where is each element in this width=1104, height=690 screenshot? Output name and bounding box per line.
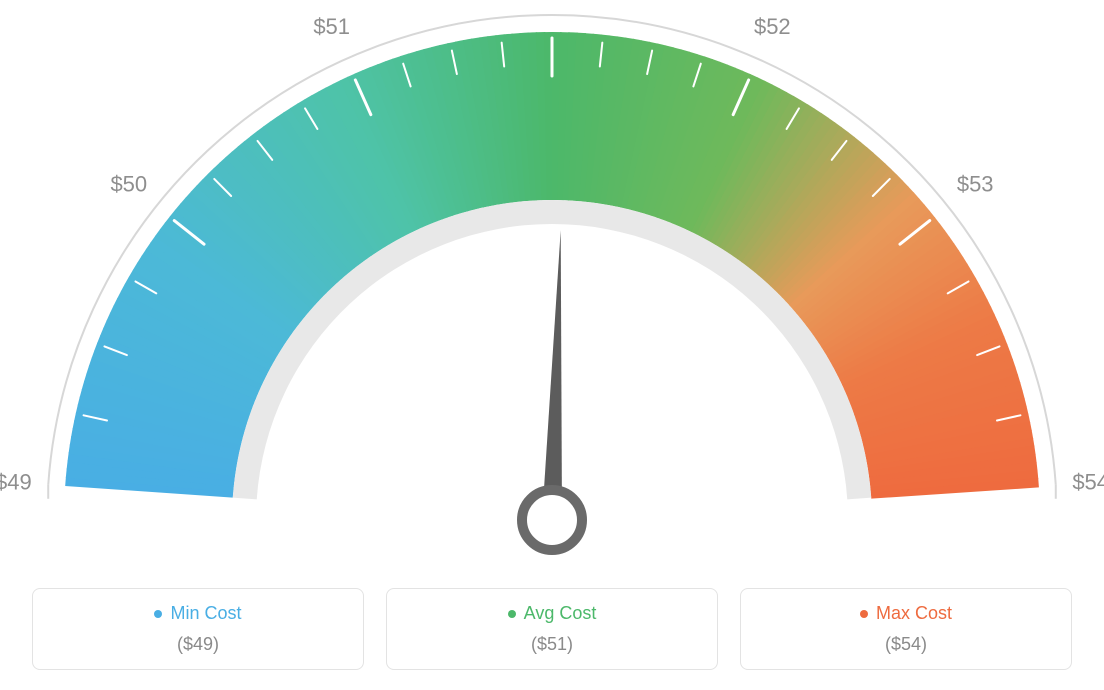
legend-label: Avg Cost <box>524 603 597 624</box>
legend-value-min: ($49) <box>33 634 363 655</box>
legend-card-avg: Avg Cost ($51) <box>386 588 718 670</box>
dot-icon <box>860 610 868 618</box>
chart-container: $49$50$51$51$52$53$54 Min Cost ($49) Avg… <box>0 0 1104 690</box>
svg-text:$52: $52 <box>754 14 791 39</box>
svg-text:$50: $50 <box>110 172 147 197</box>
legend-title-avg: Avg Cost <box>508 603 597 624</box>
legend-label: Min Cost <box>170 603 241 624</box>
legend-card-max: Max Cost ($54) <box>740 588 1072 670</box>
legend-label: Max Cost <box>876 603 952 624</box>
legend-card-min: Min Cost ($49) <box>32 588 364 670</box>
dot-icon <box>508 610 516 618</box>
legend-title-max: Max Cost <box>860 603 952 624</box>
svg-text:$49: $49 <box>0 469 32 494</box>
legend-title-min: Min Cost <box>154 603 241 624</box>
legend-value-avg: ($51) <box>387 634 717 655</box>
legend-value-max: ($54) <box>741 634 1071 655</box>
dot-icon <box>154 610 162 618</box>
svg-text:$51: $51 <box>313 14 350 39</box>
svg-text:$54: $54 <box>1072 469 1104 494</box>
svg-text:$53: $53 <box>957 172 994 197</box>
legend-row: Min Cost ($49) Avg Cost ($51) Max Cost (… <box>32 588 1072 670</box>
gauge-chart: $49$50$51$51$52$53$54 <box>0 0 1104 560</box>
